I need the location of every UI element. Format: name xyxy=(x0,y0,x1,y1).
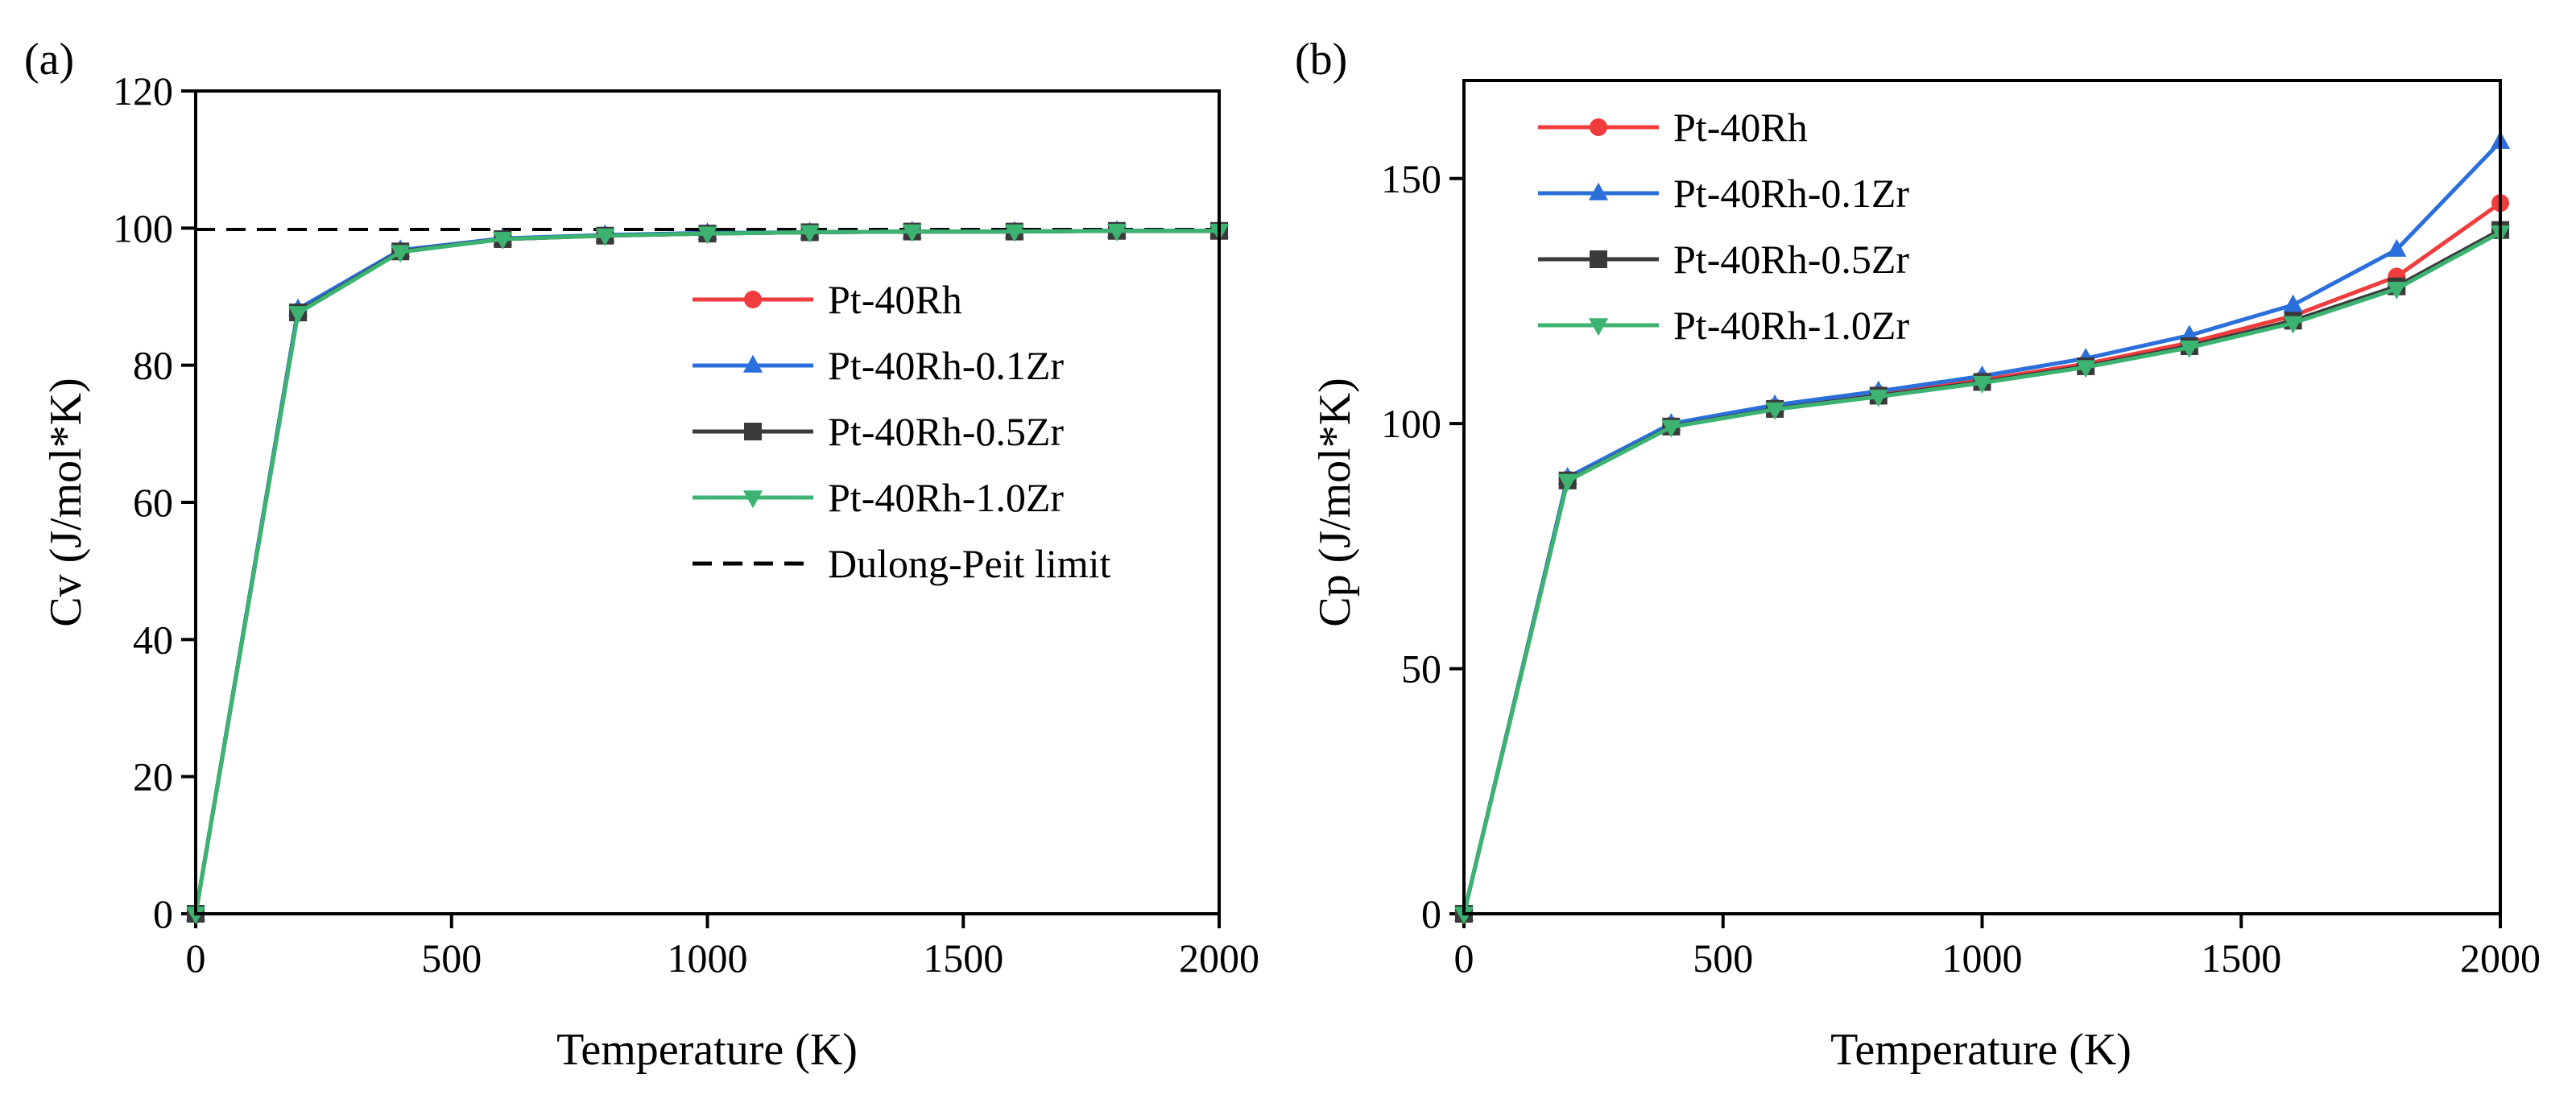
panel-b-x-axis-title: Temperature (K) xyxy=(1830,1025,2132,1075)
panel-b-data-point xyxy=(1661,419,1681,438)
panel-b-legend-entry: Pt-40Rh-0.1Zr xyxy=(1538,171,1909,216)
panel-a-legend-label: Pt-40Rh-0.5Zr xyxy=(828,409,1064,454)
panel-a-legend-marker xyxy=(742,354,763,373)
panel-a-y-tick-label: 40 xyxy=(133,617,173,662)
panel-a-y-tick-label: 0 xyxy=(153,891,173,936)
panel-a-y-tick-label: 60 xyxy=(133,480,173,525)
panel-a-data-point xyxy=(185,907,206,925)
panel-a-x-tick-label: 0 xyxy=(186,936,206,981)
panel-b-data-point xyxy=(1972,375,1992,394)
panel-a-x-tick-label: 2000 xyxy=(1179,936,1259,981)
panel-a-data-point xyxy=(288,306,308,324)
panel-a-data-point xyxy=(595,228,615,246)
panel-b-series-pt-40rh-1-0zr xyxy=(1453,225,2511,925)
panel-a-legend-marker xyxy=(744,423,762,440)
panel-a-legend-entry: Pt-40Rh-1.0Zr xyxy=(693,475,1064,520)
panel-a-series-pt-40rh-1-0zr xyxy=(185,223,1230,925)
panel-a-data-point xyxy=(1106,223,1127,242)
panel-a-legend: Pt-40Rh Pt-40Rh-0.1Zr Pt-40Rh-0.5Zr Pt-40Rh… xyxy=(693,277,1111,586)
panel-b-legend-marker xyxy=(1588,318,1609,337)
panel-a-data-point xyxy=(902,224,922,242)
panel-a-data-point xyxy=(391,245,411,263)
panel-a-y-tick-label: 80 xyxy=(133,343,173,388)
panel-a-data-point xyxy=(697,226,717,245)
panel-b-legend-entry: Pt-40Rh-0.5Zr xyxy=(1538,237,1909,282)
panel-b-legend-entry: Pt-40Rh-1.0Zr xyxy=(1538,303,1909,348)
panel-a-x-tick-label: 1000 xyxy=(668,936,748,981)
panel-a-legend-label: Dulong-Peit limit xyxy=(828,541,1111,586)
panel-a: (a) 0 500 1000 1500 2000 0 20 40 60 80 100 120 Pt-4… xyxy=(24,35,1259,1075)
panel-b-data-point xyxy=(2076,360,2096,378)
panel-b-series-line xyxy=(1462,201,2502,915)
panel-a-data-point xyxy=(493,232,513,250)
panel-a-data-point xyxy=(800,225,820,243)
panel-b-legend-label: Pt-40Rh-0.1Zr xyxy=(1673,171,1909,216)
panel-b-data-point xyxy=(2387,281,2407,299)
panel-b-data-point xyxy=(1557,473,1577,492)
panel-a-x-axis-title: Temperature (K) xyxy=(556,1025,858,1075)
panel-b-x-tick-label: 1000 xyxy=(1942,936,2023,981)
panel-a-y-tick-label: 20 xyxy=(133,754,173,799)
panel-b-y-tick-label: 150 xyxy=(1381,156,1441,201)
panel-a-y-tick-label: 120 xyxy=(113,68,173,114)
panel-b-data-point xyxy=(2283,294,2303,312)
panel-a-legend-entry: Dulong-Peit limit xyxy=(693,541,1111,586)
panel-a-legend-label: Pt-40Rh-0.1Zr xyxy=(828,343,1064,388)
panel-b-legend-marker xyxy=(1588,182,1609,200)
panel-b-y-tick-label: 50 xyxy=(1401,646,1441,692)
panel-b-legend: Pt-40Rh Pt-40Rh-0.1Zr Pt-40Rh-0.5Zr Pt-40Rh… xyxy=(1538,105,1909,348)
panel-a-legend-marker xyxy=(742,490,763,509)
panel-b-y-axis-title: Cp (J/mol*K) xyxy=(1310,378,1360,627)
panel-a-x-tick-label: 500 xyxy=(421,936,482,981)
panel-b-data-point xyxy=(2283,316,2303,334)
panel-b-y-tick-label: 0 xyxy=(1421,891,1441,936)
panel-b-y-tick-label: 100 xyxy=(1381,401,1441,446)
panel-b-legend-label: Pt-40Rh xyxy=(1673,105,1808,150)
panel-b-legend-label: Pt-40Rh-0.5Zr xyxy=(1673,237,1909,282)
panel-b-data-point xyxy=(1453,907,1474,925)
panel-a-y-axis-title: Cv (J/mol*K) xyxy=(41,378,91,627)
panel-b-data-point xyxy=(2387,238,2407,257)
panel-b-x-tick-label: 1500 xyxy=(2201,936,2281,981)
panel-b-data-point xyxy=(1868,389,1888,407)
panel-b-legend-marker xyxy=(1590,250,1607,268)
panel-a-legend-marker xyxy=(744,291,762,308)
panel-a-x-tick-label: 1500 xyxy=(923,936,1003,981)
panel-a-legend-entry: Pt-40Rh-0.1Zr xyxy=(693,343,1064,388)
panel-b-x-tick-label: 500 xyxy=(1693,936,1753,981)
panel-a-data-point xyxy=(1004,224,1024,242)
panel-a-plot-frame xyxy=(194,89,1221,915)
panel-b-x-tick-label: 0 xyxy=(1454,936,1474,981)
panel-b-plot-frame xyxy=(1462,79,2502,915)
panel-a-legend-entry: Pt-40Rh-0.5Zr xyxy=(693,409,1064,454)
panel-b-legend-label: Pt-40Rh-1.0Zr xyxy=(1673,303,1909,348)
panel-b-data-point xyxy=(2179,341,2199,359)
panel-b-legend-marker xyxy=(1590,118,1607,136)
panel-b-x-tick-label: 2000 xyxy=(2460,936,2541,981)
panel-a-y-tick-label: 100 xyxy=(113,205,173,250)
panel-b-legend-entry: Pt-40Rh xyxy=(1538,105,1808,150)
panel-a-legend-label: Pt-40Rh-1.0Zr xyxy=(828,475,1064,520)
panel-a-label: (a) xyxy=(24,35,74,85)
panel-b-series-line xyxy=(1462,230,2502,915)
panel-b-label: (b) xyxy=(1295,35,1347,85)
panel-a-legend-entry: Pt-40Rh xyxy=(693,277,962,322)
panel-b-data-point xyxy=(1765,402,1785,420)
panel-b-series-pt-40rh-0-1zr xyxy=(1453,130,2511,921)
panel-a-legend-label: Pt-40Rh xyxy=(828,277,962,322)
panel-b-series-line xyxy=(1462,228,2502,915)
